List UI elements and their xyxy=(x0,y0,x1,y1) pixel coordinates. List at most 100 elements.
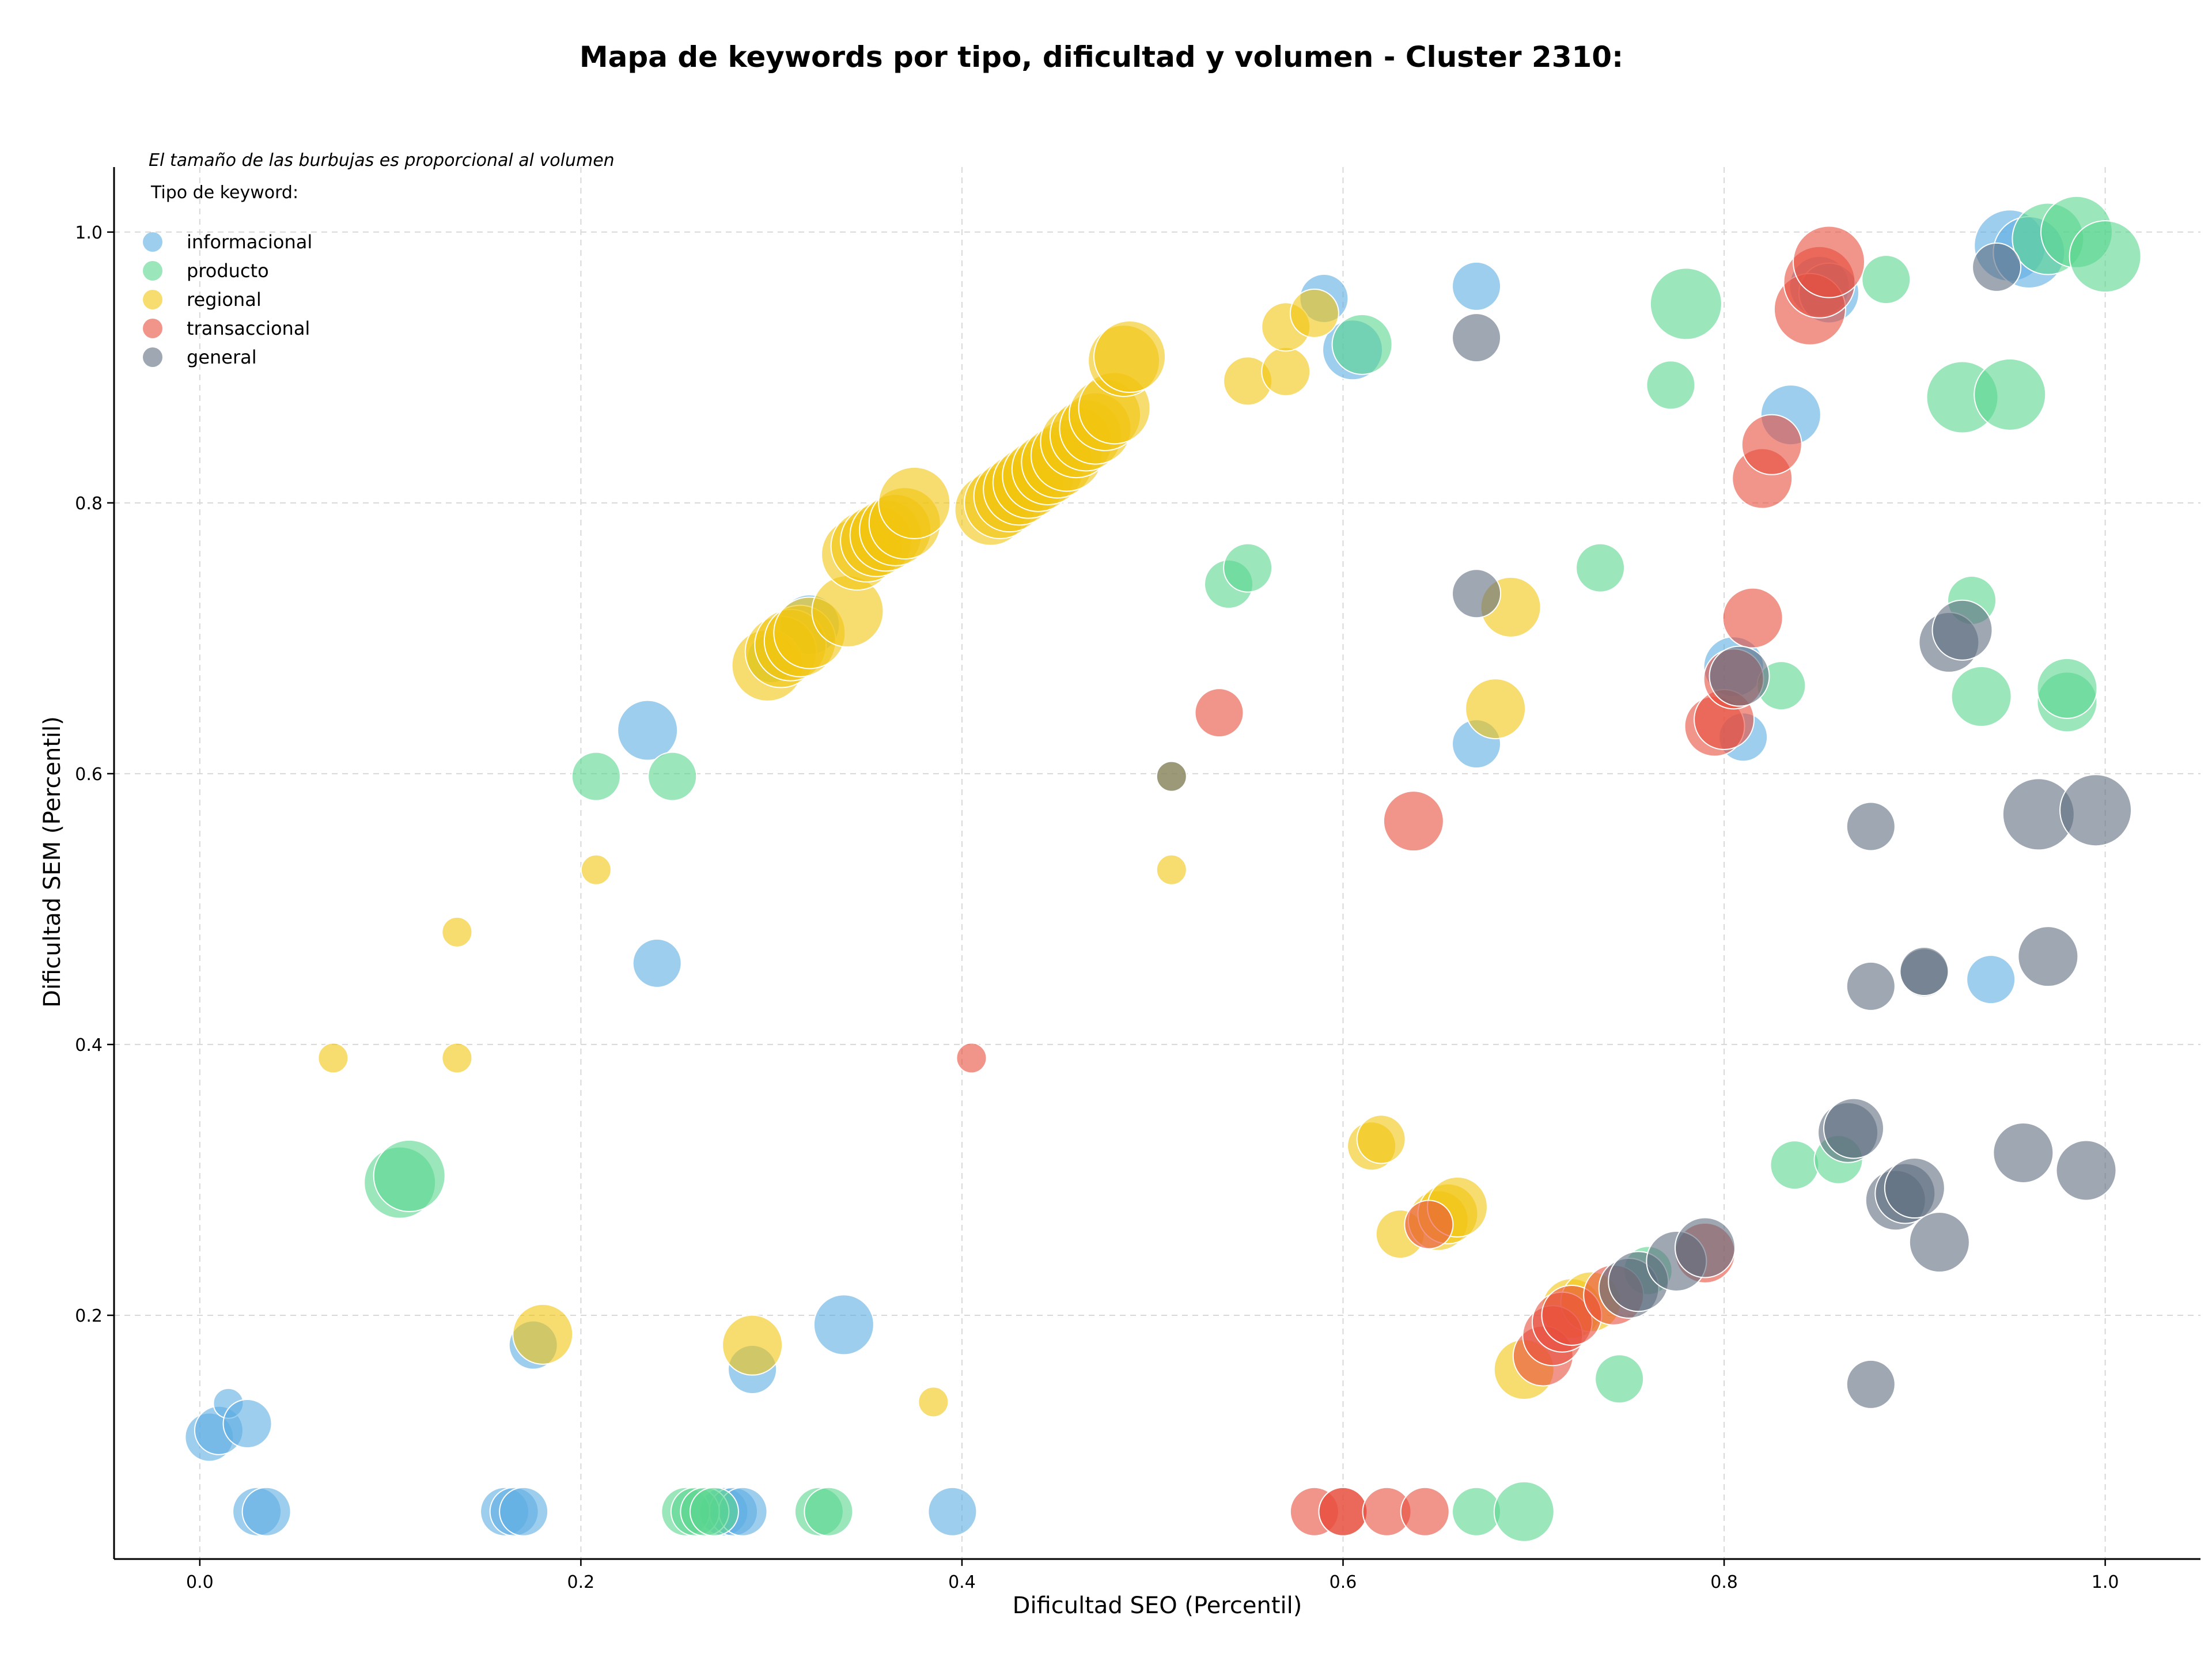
legend-label-regional: regional xyxy=(187,289,262,311)
legend-marker-transaccional xyxy=(143,319,162,338)
bubble-regional xyxy=(1261,346,1311,396)
bubble-transaccional xyxy=(1741,414,1802,475)
bubble-informacional xyxy=(927,1486,978,1537)
bubble-transaccional xyxy=(1194,688,1244,738)
bubble-general xyxy=(2055,1140,2117,1201)
bubble-regional xyxy=(918,1386,949,1418)
bubble-general xyxy=(1452,569,1502,619)
bubble-general xyxy=(1452,313,1502,363)
bubble-producto xyxy=(1770,1140,1820,1190)
x-tick-label: 0.0 xyxy=(186,1572,214,1592)
bubble-informacional xyxy=(1452,261,1502,311)
bubble-general xyxy=(1884,1157,1945,1219)
bubble-informacional xyxy=(222,1398,272,1448)
bubble-producto xyxy=(804,1486,854,1537)
bubble-producto xyxy=(1950,665,2012,727)
axes xyxy=(113,167,2200,1560)
bubble-general xyxy=(1823,1098,1884,1159)
legend: Tipo de keyword: informacional producto re… xyxy=(143,183,312,368)
x-tick-label: 0.4 xyxy=(948,1572,976,1592)
bubble-informacional xyxy=(499,1486,549,1537)
bubble-transaccional xyxy=(1792,225,1865,298)
series-general xyxy=(1156,242,2133,1409)
bubble-general xyxy=(1931,599,1993,661)
bubble-producto xyxy=(1223,543,1273,593)
y-tick-label: 0.4 xyxy=(75,1035,103,1055)
x-tick-label: 1.0 xyxy=(2092,1572,2119,1592)
legend-marker-informacional xyxy=(143,232,162,252)
legend-label-producto: producto xyxy=(187,260,269,282)
x-tick-label: 0.8 xyxy=(1710,1572,1738,1592)
bubble-transaccional xyxy=(1400,1486,1450,1537)
y-tick-label: 0.2 xyxy=(75,1306,103,1326)
bubble-informacional xyxy=(241,1486,291,1537)
legend-title: Tipo de keyword: xyxy=(150,183,298,203)
x-ticks: 0.0 0.2 0.4 0.6 0.8 1.0 xyxy=(186,1559,2119,1592)
series-regional xyxy=(317,288,1622,1418)
bubble-transaccional xyxy=(1382,790,1444,852)
bubble-regional xyxy=(722,1314,783,1376)
legend-marker-general xyxy=(143,347,162,367)
bubble-regional xyxy=(1289,288,1339,338)
bubble-transaccional xyxy=(1318,1486,1368,1537)
bubble-producto xyxy=(1974,358,2047,431)
bubble-general xyxy=(1899,947,1949,997)
y-tick-label: 1.0 xyxy=(75,223,103,243)
bubble-informacional xyxy=(632,938,682,988)
bubble-regional xyxy=(1156,854,1187,886)
chart-title: Mapa de keywords por tipo, dificultad y … xyxy=(579,40,1623,74)
legend-label-informacional: informacional xyxy=(187,231,312,253)
bubble-regional xyxy=(441,916,473,948)
bubble-transaccional xyxy=(956,1042,987,1074)
x-tick-label: 0.6 xyxy=(1330,1572,1357,1592)
bubble-producto xyxy=(1575,543,1626,593)
bubble-producto xyxy=(1331,313,1393,375)
bubble-regional xyxy=(1093,320,1166,394)
y-axis-label: Dificultad SEM (Percentil) xyxy=(39,716,66,1008)
y-ticks: 0.2 0.4 0.6 0.8 1.0 xyxy=(75,223,114,1326)
bubble-transaccional xyxy=(1722,587,1783,649)
bubble-general xyxy=(1846,961,1896,1011)
bubble-general xyxy=(1993,1122,2054,1183)
legend-label-transaccional: transaccional xyxy=(187,317,310,339)
bubble-producto xyxy=(689,1486,739,1537)
bubble-general xyxy=(1908,1212,1970,1273)
bubble-producto xyxy=(1594,1354,1645,1404)
bubble-general xyxy=(1156,760,1187,792)
y-tick-label: 0.6 xyxy=(75,765,103,785)
bubble-layer xyxy=(184,195,2142,1542)
bubble-general xyxy=(1972,242,2022,292)
bubble-producto xyxy=(2036,657,2098,719)
size-annotation: El tamaño de las burbujas es proporciona… xyxy=(149,150,615,171)
bubble-informacional xyxy=(617,699,679,761)
bubble-regional xyxy=(1465,678,1527,740)
x-tick-label: 0.2 xyxy=(567,1572,595,1592)
bubble-general xyxy=(2059,774,2133,847)
bubble-producto xyxy=(1646,360,1696,410)
y-tick-label: 0.8 xyxy=(75,494,103,514)
bubble-producto xyxy=(571,751,621,801)
bubble-producto xyxy=(1861,255,1911,305)
bubble-general xyxy=(1674,1217,1736,1278)
legend-marker-regional xyxy=(143,290,162,309)
bubble-informacional xyxy=(1966,955,2016,1005)
bubble-regional xyxy=(1356,1114,1406,1164)
bubble-regional xyxy=(878,466,951,539)
bubble-general xyxy=(1846,801,1896,852)
bubble-general xyxy=(2017,926,2079,987)
bubble-general xyxy=(1846,1359,1896,1409)
bubble-producto xyxy=(2069,220,2142,293)
bubble-producto xyxy=(373,1139,446,1212)
bubble-regional xyxy=(580,854,612,886)
bubble-regional xyxy=(512,1303,574,1365)
bubble-transaccional xyxy=(1404,1200,1454,1250)
bubble-producto xyxy=(647,751,698,801)
bubble-regional xyxy=(441,1042,473,1074)
bubble-producto xyxy=(1493,1481,1555,1542)
bubble-producto xyxy=(1649,267,1722,340)
bubble-regional xyxy=(317,1042,349,1074)
legend-marker-producto xyxy=(143,261,162,281)
x-axis-label: Dificultad SEO (Percentil) xyxy=(1013,1592,1302,1619)
bubble-general xyxy=(1709,645,1770,707)
